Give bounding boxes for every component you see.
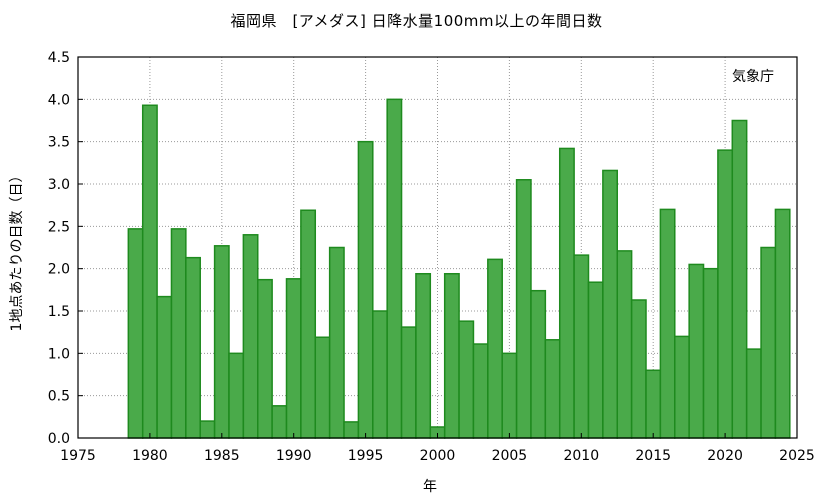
bar <box>372 310 388 439</box>
bar <box>616 250 633 439</box>
y-tick-label: 1.0 <box>48 346 70 362</box>
bar <box>141 104 158 439</box>
x-tick-label: 1980 <box>132 448 168 464</box>
bar <box>645 369 662 439</box>
bar <box>127 228 144 439</box>
y-axis-label: 1地点あたりの日数（日） <box>9 168 25 332</box>
bar <box>602 169 618 439</box>
x-axis: 1975 1980 1985 1990 1995 2000 2005 2010 2015 2020… <box>60 433 815 464</box>
bar <box>443 272 460 439</box>
bar <box>458 320 475 439</box>
bar <box>400 326 417 439</box>
bar <box>587 281 604 439</box>
x-tick-label: 1990 <box>276 448 312 464</box>
x-tick-label: 2000 <box>420 448 456 464</box>
x-tick-label: 1985 <box>204 448 240 464</box>
bar <box>271 405 288 439</box>
y-tick-label: 1.5 <box>48 304 70 320</box>
bar <box>659 208 676 439</box>
y-tick-label: 3.0 <box>48 177 70 193</box>
bar <box>688 263 705 439</box>
bar <box>228 352 245 439</box>
y-axis: 0.0 0.5 1.0 1.5 2.0 2.5 3.0 3.5 4.0 4.5 <box>48 50 83 447</box>
x-tick-label: 2020 <box>707 448 743 464</box>
bar <box>487 258 503 439</box>
bar <box>156 295 173 439</box>
y-tick-label: 4.5 <box>48 50 70 66</box>
bar <box>300 209 317 439</box>
y-tick-label: 0.0 <box>48 431 70 447</box>
bar <box>357 140 374 439</box>
bar <box>530 289 547 439</box>
x-axis-label: 年 <box>423 479 437 495</box>
y-tick-label: 3.5 <box>48 135 70 151</box>
bar <box>558 147 575 439</box>
bar <box>386 98 403 439</box>
x-tick-label: 2025 <box>779 448 815 464</box>
bar <box>472 343 489 439</box>
bar <box>573 254 590 439</box>
bar <box>630 299 647 439</box>
bar <box>285 278 302 439</box>
bar <box>257 278 273 439</box>
bar <box>501 352 518 439</box>
bar <box>343 421 360 439</box>
bar <box>544 339 561 439</box>
bar <box>745 348 762 439</box>
bars <box>127 98 791 439</box>
bar <box>731 119 748 439</box>
x-tick-label: 2015 <box>635 448 671 464</box>
bar <box>242 234 259 439</box>
x-tick-label: 1995 <box>348 448 384 464</box>
bar <box>314 336 331 439</box>
bar <box>328 246 345 439</box>
x-tick-label: 2010 <box>563 448 599 464</box>
y-tick-label: 4.0 <box>48 92 70 108</box>
bar <box>674 335 690 439</box>
source-annotation: 気象庁 <box>732 69 774 85</box>
bar <box>515 179 532 439</box>
bar <box>185 256 201 439</box>
bar <box>213 245 230 439</box>
bar <box>199 420 216 439</box>
x-tick-label: 2005 <box>492 448 528 464</box>
chart-title: 福岡県 [アメダス] 日降水量100mm以上の年間日数 <box>230 12 603 30</box>
y-tick-label: 0.5 <box>48 389 70 405</box>
bar <box>702 267 719 439</box>
y-tick-label: 2.5 <box>48 219 70 235</box>
bar <box>760 246 777 439</box>
y-tick-label: 2.0 <box>48 262 70 278</box>
bar <box>415 272 432 439</box>
bar <box>717 149 734 439</box>
x-tick-label: 1975 <box>60 448 96 464</box>
bar <box>170 228 187 439</box>
bar <box>774 208 791 439</box>
